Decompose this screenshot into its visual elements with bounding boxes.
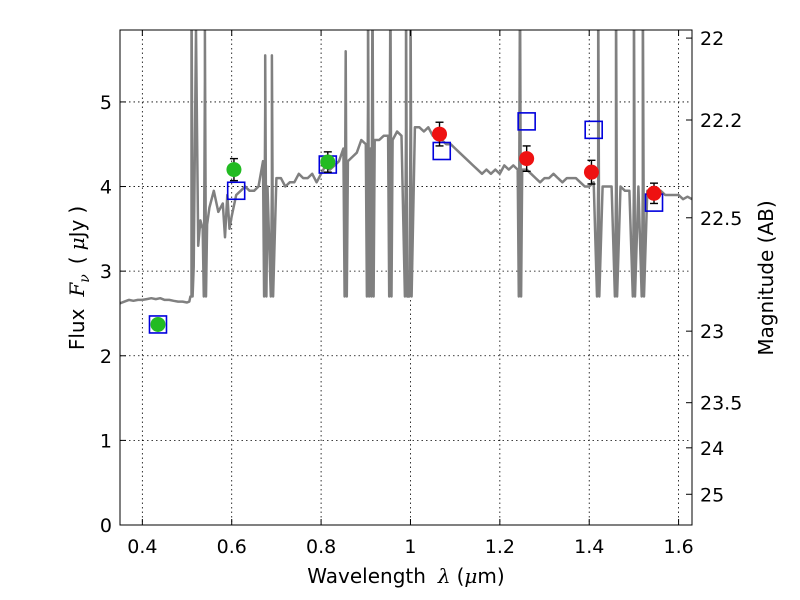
y2-tick-label: 23.5 — [700, 393, 742, 415]
observed-nir-point — [583, 164, 599, 180]
y2-tick-label: 24 — [700, 438, 724, 460]
x-tick-labels: 0.4 0.6 0.8 1 1.2 1.4 1.6 — [127, 536, 693, 558]
observed-optical-point — [320, 154, 336, 170]
y2-tick-label: 22.5 — [700, 208, 742, 230]
model-spectrum-line — [120, 30, 692, 305]
model-photometry-point — [226, 181, 246, 201]
observed-nir-point — [432, 126, 448, 142]
x-tick-label: 0.6 — [217, 536, 247, 558]
model-photometry-point — [148, 315, 168, 334]
x-tick-label: 1.4 — [574, 536, 604, 558]
x-tick-label: 0.4 — [127, 536, 157, 558]
observed-nir-point — [646, 185, 662, 201]
y-tick-label: 1 — [100, 430, 112, 452]
model-photometry-point — [584, 120, 603, 140]
plot-frame — [119, 29, 693, 526]
y2-axis-label: Magnitude (AB) — [754, 200, 778, 355]
observed-optical-point — [150, 316, 166, 332]
y2-tick-label: 23 — [700, 321, 724, 343]
axis-ticks — [120, 30, 692, 526]
y2-tick-label: 22 — [700, 28, 724, 50]
observed-nir-point — [519, 151, 535, 167]
x-tick-label: 1 — [404, 536, 416, 558]
x-tick-label: 1.6 — [663, 536, 693, 558]
model-photometry-point — [517, 112, 536, 131]
x-axis-label: Wavelength λ (μm) — [307, 564, 504, 588]
y-tick-label: 2 — [100, 346, 112, 368]
observed-points — [150, 126, 662, 332]
y-axis-label: FluxFν(μJy) — [65, 206, 93, 350]
y2-tick-labels: 22 22.2 22.5 23 23.5 24 25 — [700, 28, 742, 506]
y-tick-labels: 0 1 2 3 4 5 — [100, 92, 112, 537]
y-tick-label: 0 — [100, 515, 112, 537]
plot-area — [120, 30, 692, 334]
y-tick-label: 3 — [100, 261, 112, 283]
y-tick-label: 4 — [100, 177, 112, 199]
y-tick-label: 5 — [100, 92, 112, 114]
x-tick-label: 1.2 — [485, 536, 515, 558]
y2-tick-label: 22.2 — [700, 110, 742, 132]
y2-tick-label: 25 — [700, 484, 724, 506]
model-photometry-point — [432, 141, 452, 161]
x-tick-label: 0.8 — [306, 536, 336, 558]
observed-optical-point — [226, 162, 242, 178]
